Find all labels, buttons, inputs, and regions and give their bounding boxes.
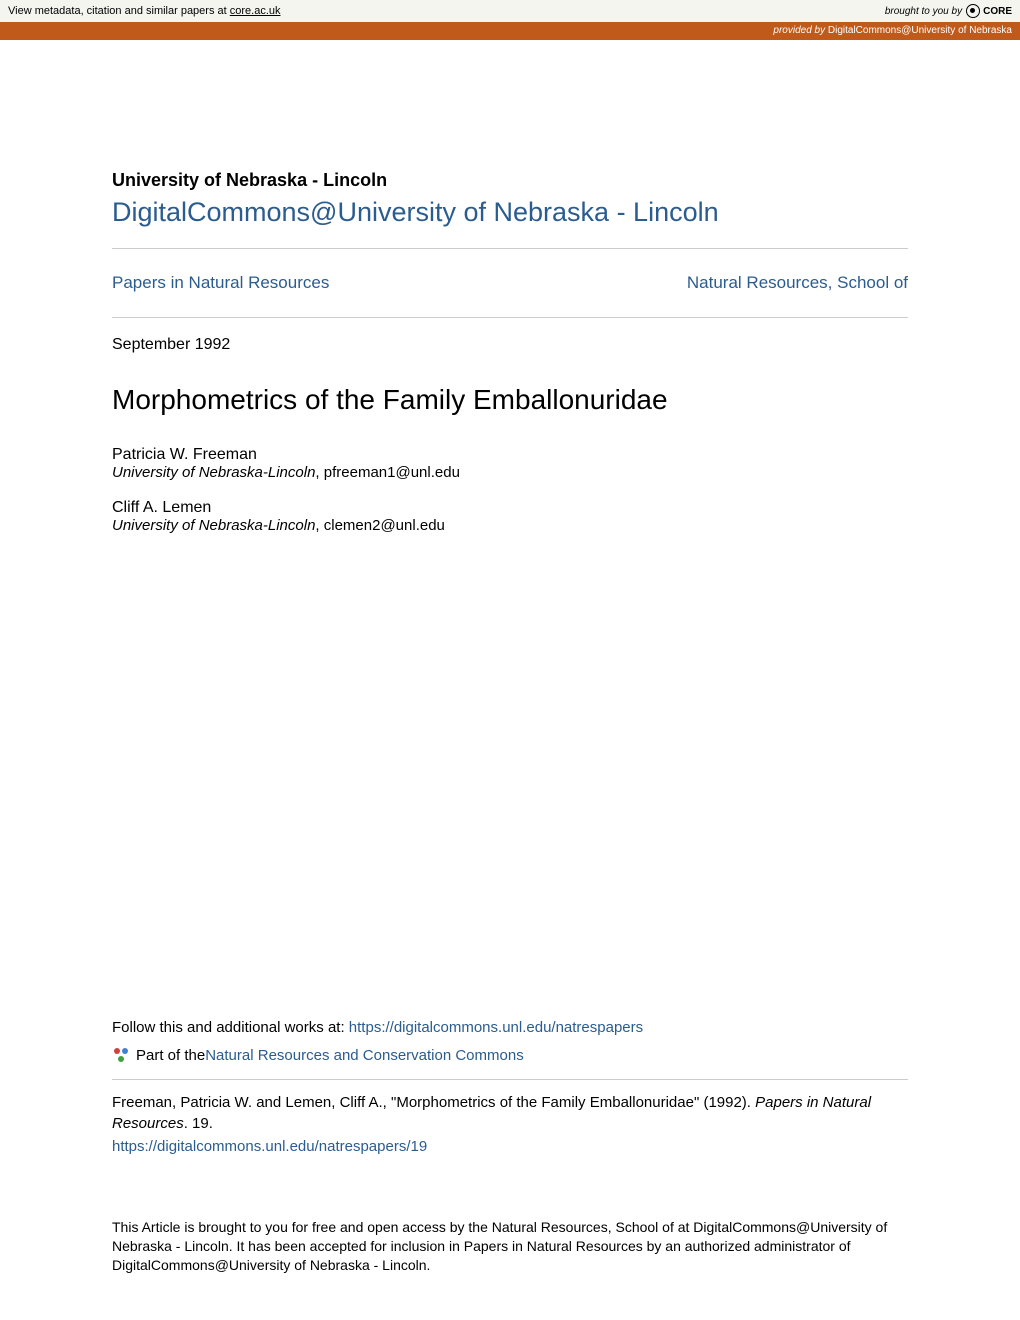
footer-section: Follow this and additional works at: htt… xyxy=(112,1019,908,1155)
metadata-prefix: View metadata, citation and similar pape… xyxy=(8,5,230,17)
metadata-citation-text: View metadata, citation and similar pape… xyxy=(8,5,281,17)
provider-name: DigitalCommons@University of Nebraska xyxy=(828,25,1012,36)
citation-url[interactable]: https://digitalcommons.unl.edu/natrespap… xyxy=(112,1138,908,1155)
follow-works: Follow this and additional works at: htt… xyxy=(112,1019,908,1036)
citation-text: Freeman, Patricia W. and Lemen, Cliff A.… xyxy=(112,1092,908,1134)
author-block: Patricia W. Freeman University of Nebras… xyxy=(112,446,908,481)
author-email: , clemen2@unl.edu xyxy=(315,517,444,534)
institution-name: University of Nebraska - Lincoln xyxy=(112,170,908,191)
publication-date: September 1992 xyxy=(112,336,908,354)
citation-number: . 19. xyxy=(184,1115,213,1132)
author-email: , pfreeman1@unl.edu xyxy=(315,464,460,481)
follow-prefix: Follow this and additional works at: xyxy=(112,1019,349,1036)
nav-links: Papers in Natural Resources Natural Reso… xyxy=(112,261,908,305)
commons-link[interactable]: Natural Resources and Conservation Commo… xyxy=(205,1047,523,1064)
paper-title: Morphometrics of the Family Emballonurid… xyxy=(112,384,908,416)
core-link[interactable]: core.ac.uk xyxy=(230,5,281,17)
divider xyxy=(112,317,908,318)
nav-link-papers[interactable]: Papers in Natural Resources xyxy=(112,273,329,293)
provider-bar: provided by DigitalCommons@University of… xyxy=(0,22,1020,40)
author-name: Patricia W. Freeman xyxy=(112,446,908,464)
nav-link-school[interactable]: Natural Resources, School of xyxy=(687,273,908,293)
core-banner: View metadata, citation and similar pape… xyxy=(0,0,1020,22)
provided-by-prefix: provided by xyxy=(773,25,827,36)
author-affiliation: University of Nebraska-Lincoln, pfreeman… xyxy=(112,464,908,481)
divider xyxy=(112,1079,908,1080)
author-institution: University of Nebraska-Lincoln xyxy=(112,517,315,534)
divider xyxy=(112,248,908,249)
part-of-prefix: Part of the xyxy=(136,1047,205,1064)
author-block: Cliff A. Lemen University of Nebraska-Li… xyxy=(112,499,908,534)
core-logo[interactable]: CORE xyxy=(966,4,1012,18)
access-disclaimer: This Article is brought to you for free … xyxy=(112,1218,908,1275)
network-icon xyxy=(112,1046,130,1064)
follow-url[interactable]: https://digitalcommons.unl.edu/natrespap… xyxy=(349,1019,643,1036)
repository-title[interactable]: DigitalCommons@University of Nebraska - … xyxy=(112,197,908,228)
part-of-commons: Part of the Natural Resources and Conser… xyxy=(112,1046,908,1064)
author-affiliation: University of Nebraska-Lincoln, clemen2@… xyxy=(112,517,908,534)
core-icon xyxy=(966,4,980,18)
brought-by-label: brought to you by xyxy=(885,6,962,17)
main-content: University of Nebraska - Lincoln Digital… xyxy=(0,40,1020,534)
core-label: CORE xyxy=(983,6,1012,17)
citation-prefix: Freeman, Patricia W. and Lemen, Cliff A.… xyxy=(112,1094,755,1111)
author-name: Cliff A. Lemen xyxy=(112,499,908,517)
author-institution: University of Nebraska-Lincoln xyxy=(112,464,315,481)
brought-by-text: brought to you by CORE xyxy=(885,4,1012,18)
